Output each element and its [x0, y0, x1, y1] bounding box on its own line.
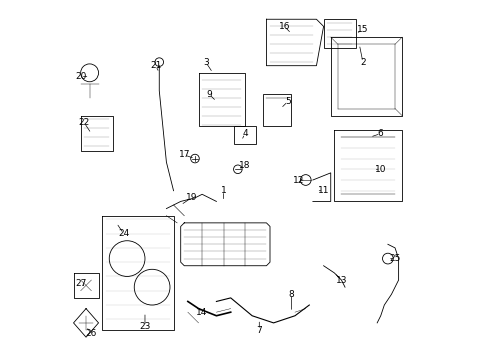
Text: 1: 1	[220, 186, 226, 195]
Bar	[234, 126, 256, 144]
Text: 25: 25	[390, 254, 401, 263]
Text: 26: 26	[86, 329, 97, 338]
Bar	[263, 94, 292, 126]
Text: 4: 4	[242, 129, 248, 138]
Text: 14: 14	[196, 308, 208, 317]
Text: 19: 19	[186, 193, 197, 202]
Text: 27: 27	[75, 279, 86, 288]
Text: 11: 11	[318, 186, 329, 195]
Text: 13: 13	[336, 275, 347, 284]
Text: 16: 16	[278, 22, 290, 31]
Text: 8: 8	[289, 290, 294, 299]
Text: 9: 9	[206, 90, 212, 99]
Text: 24: 24	[118, 229, 129, 238]
Text: 17: 17	[178, 150, 190, 159]
Text: 3: 3	[203, 58, 209, 67]
Text: 20: 20	[75, 72, 86, 81]
Text: 7: 7	[256, 325, 262, 334]
Text: 5: 5	[285, 97, 291, 106]
Text: 2: 2	[360, 58, 366, 67]
Text: 10: 10	[375, 165, 387, 174]
Text: 22: 22	[78, 118, 90, 127]
Text: 23: 23	[139, 322, 150, 331]
Bar	[323, 19, 356, 48]
Text: 15: 15	[357, 26, 368, 35]
Text: 6: 6	[378, 129, 384, 138]
Text: 21: 21	[150, 61, 161, 70]
Text: 18: 18	[239, 161, 251, 170]
Text: 12: 12	[293, 176, 304, 185]
